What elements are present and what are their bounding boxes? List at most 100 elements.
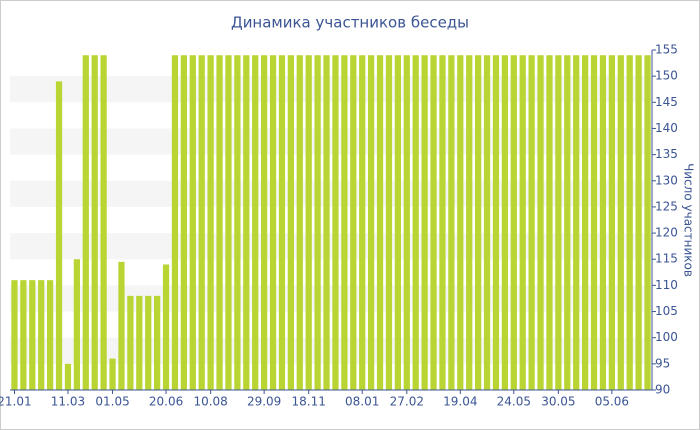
bar — [287, 55, 294, 390]
bar — [492, 55, 500, 390]
bar — [546, 55, 553, 390]
y-tick-label: 115 — [655, 252, 678, 266]
bar — [296, 55, 303, 390]
y-tick-label: 150 — [655, 69, 678, 83]
bar — [323, 55, 330, 390]
x-tick-label: 18.11 — [292, 395, 326, 409]
x-tick-label: 10.08 — [193, 395, 227, 409]
bar — [269, 55, 277, 390]
x-tick-label: 27.02 — [390, 395, 424, 409]
bar — [109, 358, 116, 390]
bar — [189, 55, 196, 390]
grid-band — [10, 233, 652, 260]
y-tick-label: 145 — [655, 95, 678, 109]
bar — [154, 295, 161, 390]
x-tick-label: 08.01 — [345, 395, 379, 409]
bar — [252, 55, 259, 390]
bar — [573, 55, 580, 390]
grid-band — [10, 128, 652, 155]
y-tick-label: 120 — [655, 226, 678, 240]
bar — [564, 55, 571, 390]
bar — [55, 81, 63, 390]
bar — [314, 55, 321, 390]
x-tick-label: 20.06 — [149, 395, 183, 409]
bar — [91, 55, 98, 390]
x-tick-label: 01.05 — [95, 395, 129, 409]
bar — [466, 55, 473, 390]
bar — [644, 55, 651, 390]
bar — [617, 55, 624, 390]
bar — [225, 55, 232, 390]
x-tick-label: 11.03 — [51, 395, 85, 409]
y-tick-label: 100 — [655, 330, 678, 344]
bar — [599, 55, 607, 390]
bar — [261, 55, 268, 390]
bar — [537, 55, 544, 390]
y-tick-label: 155 — [655, 43, 678, 57]
bar — [234, 55, 241, 390]
y-tick-label: 110 — [655, 278, 678, 292]
bar — [439, 55, 446, 390]
x-tick-label: 30.05 — [541, 395, 575, 409]
grid-band — [10, 337, 652, 364]
bar — [501, 55, 508, 390]
bar — [82, 55, 89, 390]
grid-band — [10, 180, 652, 207]
bar — [162, 264, 170, 390]
bar — [305, 55, 312, 390]
y-axis-label: Число участников — [682, 163, 696, 277]
y-tick-label: 130 — [655, 173, 678, 187]
bar — [448, 55, 455, 390]
bar — [136, 295, 143, 390]
bar — [457, 55, 464, 390]
bar — [483, 55, 491, 390]
bar — [421, 55, 428, 390]
x-tick-label: 29.09 — [247, 395, 281, 409]
x-tick-label: 19.04 — [443, 395, 477, 409]
bar — [430, 55, 437, 390]
x-tick-label: 05.06 — [595, 395, 629, 409]
bar — [64, 363, 72, 390]
bar — [180, 55, 187, 390]
bar — [510, 55, 517, 390]
y-tick-label: 140 — [655, 121, 678, 135]
grid-band — [10, 76, 652, 103]
chart-title: Динамика участников беседы — [231, 14, 469, 32]
y-tick-label: 105 — [655, 304, 678, 318]
bar — [626, 55, 633, 390]
bar — [243, 55, 250, 390]
bar — [350, 55, 357, 390]
bar — [73, 259, 80, 390]
bar — [359, 55, 366, 390]
bar — [38, 280, 45, 390]
bar — [368, 55, 375, 390]
bar — [582, 55, 589, 390]
grid-band — [10, 285, 652, 312]
y-tick-label: 135 — [655, 147, 678, 161]
bar — [332, 55, 339, 390]
bar — [278, 55, 286, 390]
bar — [608, 55, 615, 390]
bar — [29, 280, 36, 390]
bar — [11, 280, 18, 390]
x-tick-label: 24.05 — [497, 395, 531, 409]
y-tick-label: 95 — [655, 356, 670, 370]
bar — [590, 55, 598, 390]
bar — [475, 55, 482, 390]
y-tick-label: 90 — [655, 383, 670, 397]
bar — [385, 55, 393, 390]
bar — [145, 295, 152, 390]
bar — [20, 280, 27, 390]
bar — [341, 55, 348, 390]
x-tick-label: 21.01 — [0, 395, 32, 409]
bar — [403, 55, 410, 390]
bar — [118, 261, 125, 390]
bar — [171, 55, 179, 390]
bar — [207, 55, 214, 390]
y-tick-label: 125 — [655, 199, 678, 213]
bar — [412, 55, 419, 390]
bar — [555, 55, 562, 390]
bar — [100, 55, 107, 390]
bar — [127, 295, 134, 390]
